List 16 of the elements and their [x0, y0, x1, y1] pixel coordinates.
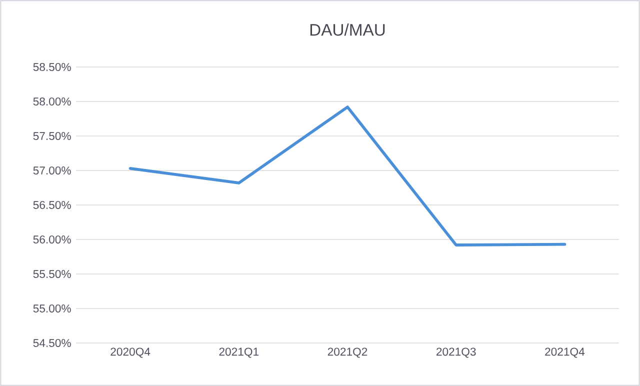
- x-tick-label: 2020Q4: [110, 348, 150, 358]
- y-tick-label: 58.50%: [33, 63, 71, 72]
- y-tick-label: 56.00%: [33, 235, 71, 244]
- x-tick-label: 2021Q2: [328, 348, 368, 358]
- y-tick-label: 58.00%: [33, 98, 71, 106]
- y-tick-label: 57.50%: [33, 132, 71, 140]
- y-tick-label: 55.00%: [33, 304, 71, 312]
- chart-title: DAU/MAU: [310, 24, 385, 36]
- y-tick-label: 56.50%: [33, 200, 71, 209]
- x-tick-label: 2021Q3: [436, 348, 476, 358]
- y-tick-label: 55.50%: [33, 270, 71, 278]
- x-tick-label: 2021Q4: [545, 348, 585, 358]
- y-tick-label: 57.00%: [33, 166, 71, 175]
- line-series: [128, 106, 566, 246]
- y-tick-label: 54.50%: [33, 338, 71, 347]
- x-tick-label: 2021Q1: [219, 348, 259, 358]
